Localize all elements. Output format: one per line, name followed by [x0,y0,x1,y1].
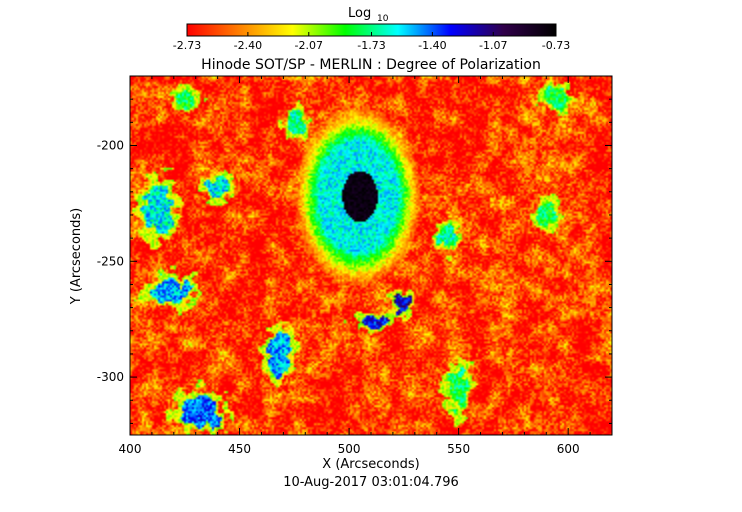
y-axis-label: Y (Arcseconds) [69,208,84,305]
colorbar-label-subscript: 10 [377,14,389,24]
colorbar-tick-label: -2.73 [173,39,201,52]
axis-ticks: 400 450 500 550 600 -200 -250 -300 [97,76,612,456]
colorbar-ticks: -2.73 -2.40 -2.07 -1.73 -1.40 -1.07 -0.73 [173,32,570,52]
y-tick-label: -250 [97,254,124,268]
chart-title: Hinode SOT/SP - MERLIN : Degree of Polar… [201,57,541,73]
timestamp-label: 10-Aug-2017 03:01:04.796 [283,475,459,490]
y-tick-label: -300 [97,370,124,384]
y-tick-label: -200 [97,138,124,152]
x-tick-label: 600 [557,442,580,456]
x-tick-label: 400 [119,442,142,456]
x-axis-label: X (Arcseconds) [322,457,419,472]
polarization-heatmap [130,76,612,435]
x-tick-label: 550 [447,442,470,456]
colorbar-tick-label: -1.07 [479,39,507,52]
colorbar-label: Log [348,6,371,21]
colorbar-tick-label: -2.07 [295,39,323,52]
x-tick-label: 450 [228,442,251,456]
colorbar-tick-label: -0.73 [542,39,570,52]
colorbar-tick-label: -2.40 [234,39,262,52]
x-tick-label: 500 [338,442,361,456]
colorbar-tick-label: -1.40 [418,39,446,52]
colorbar-tick-label: -1.73 [357,39,385,52]
